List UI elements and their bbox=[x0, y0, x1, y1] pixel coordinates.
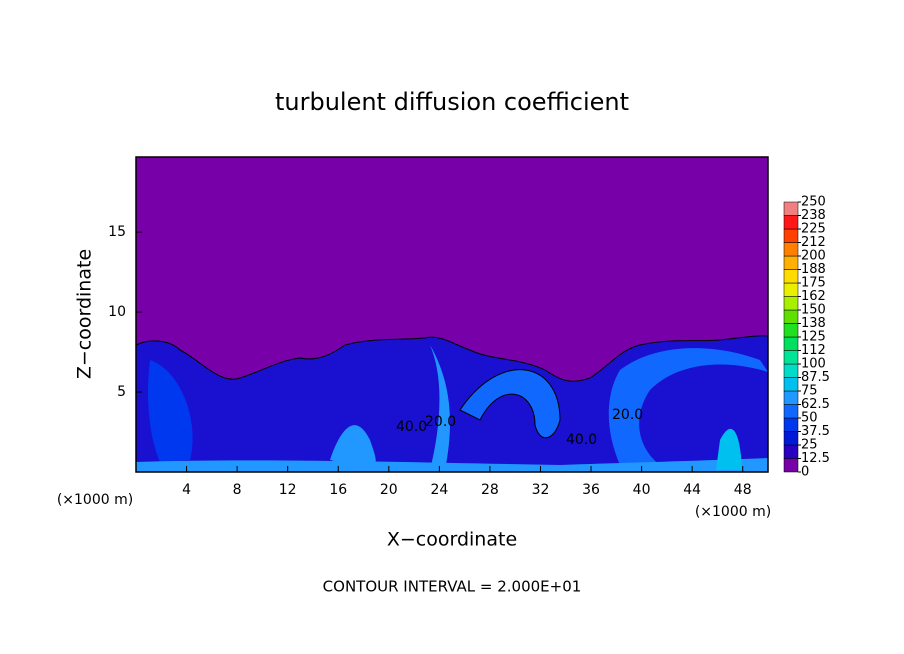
colorbar-band bbox=[783, 228, 799, 243]
colorbar-label: 25 bbox=[801, 438, 818, 453]
colorbar-label: 175 bbox=[801, 276, 826, 291]
colorbar-label: 0 bbox=[801, 465, 809, 480]
y-tick-label: 5 bbox=[117, 384, 126, 400]
x-tick-label: 12 bbox=[279, 482, 297, 498]
colorbar-band bbox=[783, 309, 799, 324]
colorbar-label: 75 bbox=[801, 384, 818, 399]
colorbar-label: 125 bbox=[801, 330, 826, 345]
x-tick-label: 40 bbox=[633, 482, 651, 498]
x-tick-label: 32 bbox=[532, 482, 550, 498]
chart-title: turbulent diffusion coefficient bbox=[275, 88, 629, 116]
field bbox=[135, 157, 769, 473]
field-blob bbox=[608, 348, 768, 465]
y-tick-label: 10 bbox=[108, 304, 126, 320]
colorbar-label: 87.5 bbox=[801, 370, 830, 385]
colorbar-label: 250 bbox=[801, 195, 826, 210]
colorbar-label: 238 bbox=[801, 208, 826, 223]
x-tick-label: 48 bbox=[734, 482, 752, 498]
colorbar-label: 150 bbox=[801, 303, 826, 318]
colorbar-label: 112 bbox=[801, 343, 826, 358]
colorbar-band bbox=[783, 417, 799, 432]
colorbar-band bbox=[783, 282, 799, 297]
y-tick-label: 15 bbox=[108, 224, 126, 240]
colorbar-band bbox=[783, 296, 799, 311]
x-tick-label: 36 bbox=[582, 482, 600, 498]
colorbar-band bbox=[783, 350, 799, 365]
field-blob bbox=[716, 428, 742, 470]
colorbar-label: 50 bbox=[801, 411, 818, 426]
colorbar-label: 37.5 bbox=[801, 424, 830, 439]
x-tick-label: 4 bbox=[182, 482, 191, 498]
contour-label: 20.0 bbox=[612, 407, 643, 423]
colorbar-label: 188 bbox=[801, 262, 826, 277]
x-tick-label: 16 bbox=[329, 482, 347, 498]
colorbar-label: 12.5 bbox=[801, 451, 830, 466]
y-axis-title: Z−coordinate bbox=[74, 249, 96, 379]
field-blob bbox=[330, 425, 376, 470]
colorbar-label: 100 bbox=[801, 357, 826, 372]
colorbar-band bbox=[783, 269, 799, 284]
contour-label: 40.0 bbox=[396, 419, 427, 435]
colorbar-label: 212 bbox=[801, 235, 826, 250]
colorbar-band bbox=[783, 215, 799, 230]
x-tick-label: 28 bbox=[481, 482, 499, 498]
plot-frame bbox=[135, 156, 769, 473]
colorbar-label: 62.5 bbox=[801, 397, 830, 412]
colorbar-band bbox=[783, 255, 799, 270]
field-blob bbox=[430, 345, 450, 470]
x-unit-label: (×1000 m) bbox=[695, 504, 771, 520]
contour-label: 40.0 bbox=[566, 432, 597, 448]
colorbar-band bbox=[783, 390, 799, 405]
contour-label: 20.0 bbox=[425, 414, 456, 430]
colorbar-band bbox=[783, 444, 799, 459]
x-axis-title: X−coordinate bbox=[387, 529, 517, 551]
x-tick-label: 44 bbox=[683, 482, 701, 498]
field-blob bbox=[136, 458, 768, 472]
colorbar-label: 138 bbox=[801, 316, 826, 331]
x-tick-label: 20 bbox=[380, 482, 398, 498]
colorbar-band bbox=[783, 377, 799, 392]
field-blob bbox=[459, 369, 561, 438]
colorbar-band bbox=[783, 336, 799, 351]
colorbar-band bbox=[783, 458, 799, 473]
x-tick-label: 24 bbox=[430, 482, 448, 498]
field-blob bbox=[148, 360, 193, 462]
colorbar-band bbox=[783, 363, 799, 378]
turbulent-region bbox=[135, 335, 769, 473]
contour-interval: CONTOUR INTERVAL = 2.000E+01 bbox=[323, 578, 582, 596]
colorbar-band bbox=[783, 242, 799, 257]
x-unit-label: (×1000 m) bbox=[57, 492, 133, 508]
colorbar-label: 225 bbox=[801, 222, 826, 237]
colorbar-band bbox=[783, 404, 799, 419]
colorbar-label: 162 bbox=[801, 289, 826, 304]
colorbar-band bbox=[783, 323, 799, 338]
colorbar-band bbox=[783, 201, 799, 216]
colorbar-band bbox=[783, 431, 799, 446]
x-tick-label: 8 bbox=[233, 482, 242, 498]
colorbar-label: 200 bbox=[801, 249, 826, 264]
